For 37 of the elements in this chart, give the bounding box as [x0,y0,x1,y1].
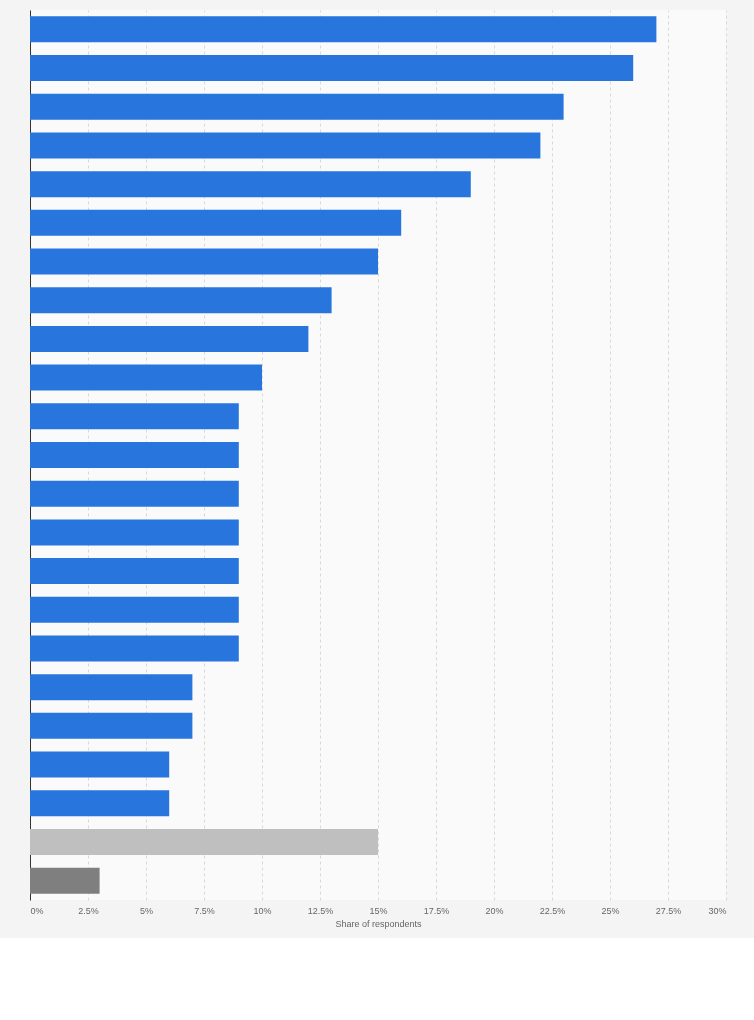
bar [30,519,239,546]
bar [30,442,239,468]
x-tick-label: 0% [30,905,44,916]
bar [30,558,239,585]
bar [30,867,100,894]
bar [30,635,239,662]
bar [30,596,239,623]
bar [30,209,402,236]
bar [30,287,332,314]
x-tick-label: 12.5% [307,905,334,916]
bar [30,55,634,82]
x-tick-label: 22.5% [539,905,566,916]
bar [30,132,541,159]
bar [30,403,239,430]
bar [30,674,193,701]
bar [30,16,657,43]
bar [30,93,564,120]
bar [30,171,471,198]
bar [30,828,378,855]
bar [30,790,170,817]
x-tick-label: 17.5% [423,905,450,916]
x-tick-label: 30% [708,905,727,916]
bar [30,325,309,352]
x-tick-label: 5% [139,905,154,916]
x-tick-label: 7.5% [194,905,215,916]
x-axis-title: Share of respondents [335,918,423,929]
x-tick-label: 2.5% [78,905,99,916]
x-tick-label: 27.5% [655,905,682,916]
x-tick-label: 15% [369,905,388,916]
x-tick-label: 25% [601,905,620,916]
x-tick-label: 20% [485,905,504,916]
bar [30,712,193,739]
bar [30,364,262,391]
bar [30,248,378,275]
bar [30,751,170,778]
bar [30,480,239,507]
x-tick-label: 10% [253,905,272,916]
